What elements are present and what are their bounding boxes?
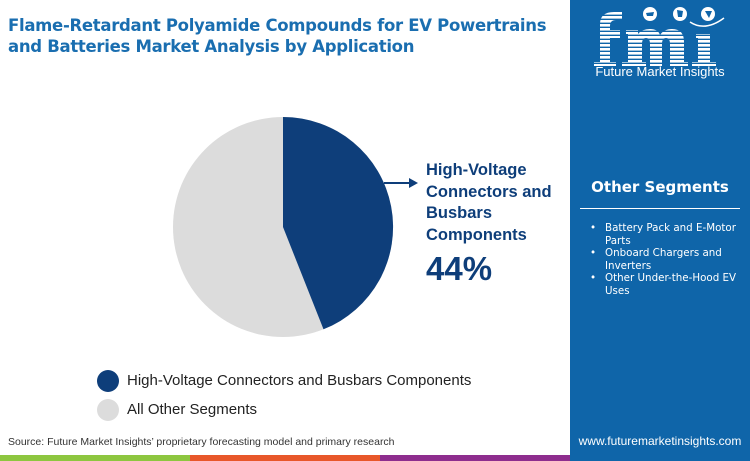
segment-label: Other Under-the-Hood EV Uses xyxy=(605,272,737,297)
callout-label: High-Voltage Connectors and Busbars Comp… xyxy=(426,160,552,246)
callout-line: Connectors and xyxy=(426,182,552,201)
bar-segment-orange xyxy=(190,455,380,461)
footer-color-bar xyxy=(0,455,570,461)
legend-item: High-Voltage Connectors and Busbars Comp… xyxy=(97,366,471,395)
fmi-logo-icon xyxy=(594,7,725,66)
source-note: Source: Future Market Insights’ propriet… xyxy=(8,436,395,448)
legend: High-Voltage Connectors and Busbars Comp… xyxy=(97,366,471,424)
segment-label: Battery Pack and E-Motor Parts xyxy=(605,222,736,247)
bullet-icon: • xyxy=(590,247,597,259)
bullet-icon: • xyxy=(590,272,597,284)
arrow-head-icon xyxy=(409,178,418,188)
legend-swatch-icon xyxy=(97,369,119,392)
bar-segment-green xyxy=(0,455,190,461)
segment-list-item: • Battery Pack and E-Motor Parts xyxy=(590,222,746,247)
other-segments-title: Other Segments xyxy=(591,178,729,196)
bullet-icon: • xyxy=(590,222,597,234)
segment-list-item: • Onboard Chargers and Inverters xyxy=(590,247,746,272)
other-segments-list: • Battery Pack and E-Motor Parts • Onboard… xyxy=(590,222,746,297)
chart-title: Flame-Retardant Polyamide Compounds for … xyxy=(8,15,568,57)
legend-swatch-icon xyxy=(97,398,119,421)
callout-line: Busbars xyxy=(426,204,493,222)
callout-line: Components xyxy=(426,225,527,244)
callout-line: High-Voltage xyxy=(426,161,527,179)
title-line-2: and Batteries Market Analysis by Applica… xyxy=(8,37,415,56)
divider xyxy=(580,208,740,209)
pie-chart xyxy=(173,116,418,337)
sidebar: Future Market Insights Other Segments • B… xyxy=(570,0,750,461)
callout-value: 44% xyxy=(426,250,493,287)
legend-label: High-Voltage Connectors and Busbars Comp… xyxy=(127,372,472,389)
title-line-1: Flame-Retardant Polyamide Compounds for … xyxy=(8,16,547,35)
brand-name: Future Market Insights xyxy=(595,64,725,79)
bar-segment-purple xyxy=(380,455,570,461)
legend-label: All Other Segments xyxy=(127,401,258,418)
segment-list-item: • Other Under-the-Hood EV Uses xyxy=(590,272,746,297)
legend-item: All Other Segments xyxy=(97,395,471,424)
website-link[interactable]: www.futuremarketinsights.com xyxy=(578,434,742,448)
pie-slice-hv-connectors xyxy=(283,116,394,330)
segment-label: Onboard Chargers and Inverters xyxy=(605,247,722,272)
